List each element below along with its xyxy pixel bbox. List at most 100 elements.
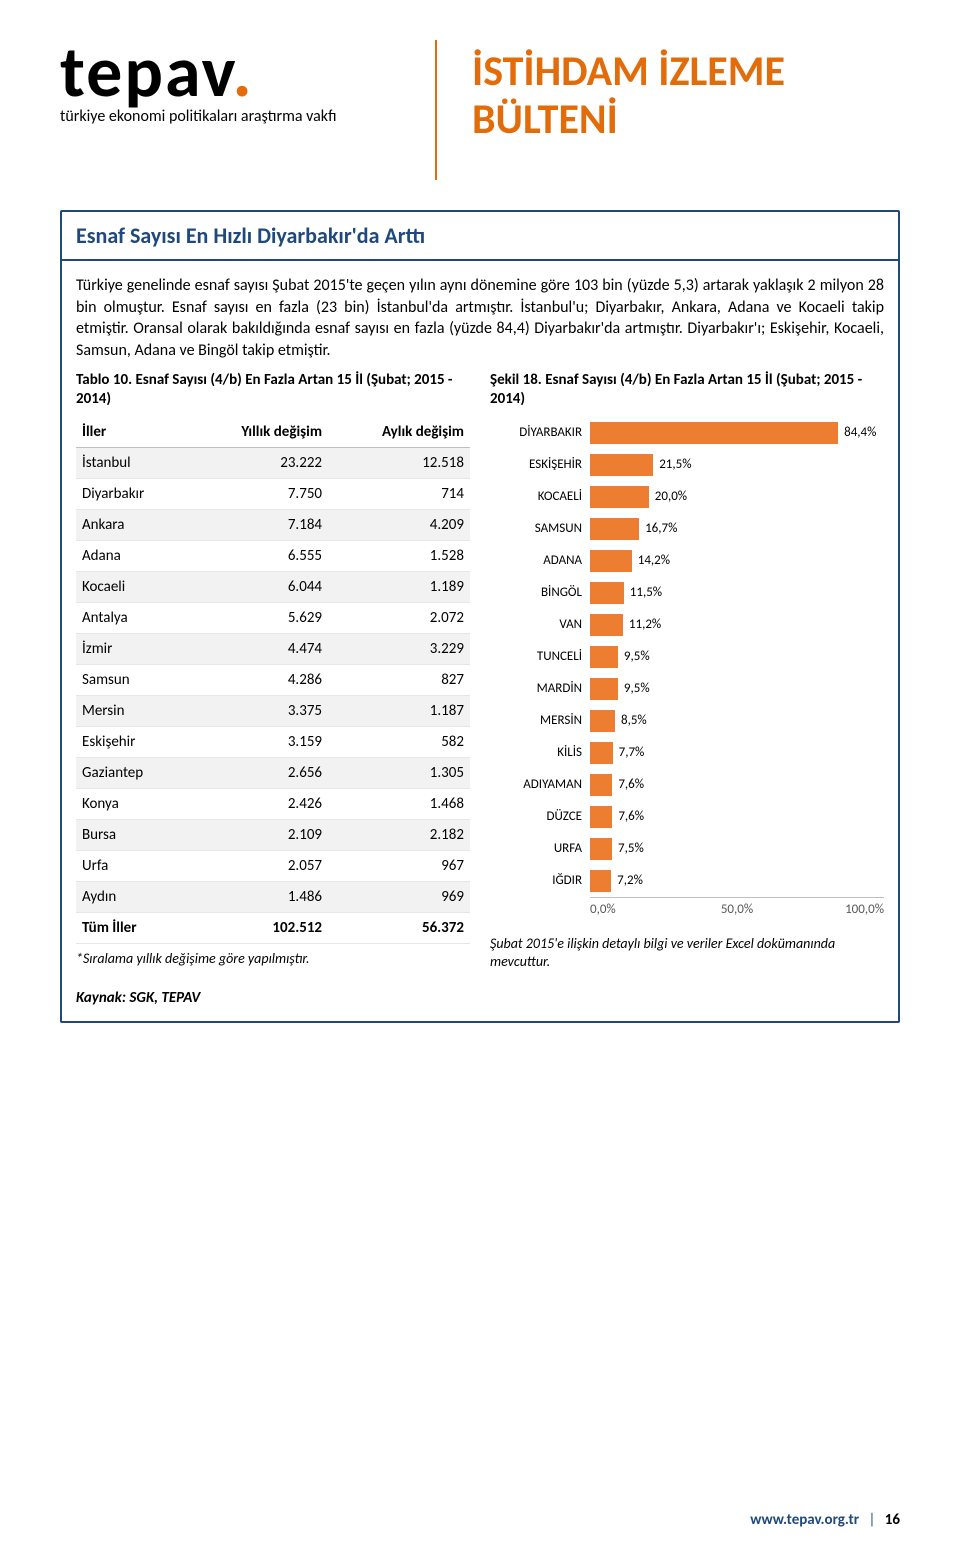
header-divider bbox=[435, 40, 437, 180]
bar-track: 11,5% bbox=[590, 582, 884, 604]
bar-row: TUNCELİ 9,5% bbox=[490, 641, 884, 673]
bar-row: DİYARBAKIR 84,4% bbox=[490, 417, 884, 449]
bar-fill bbox=[590, 422, 838, 444]
table-cell: 5.629 bbox=[188, 602, 328, 633]
table-cell: 1.187 bbox=[328, 695, 470, 726]
bar-fill bbox=[590, 774, 612, 796]
section-title: Esnaf Sayısı En Hızlı Diyarbakır'da Artt… bbox=[62, 212, 898, 261]
chart-note: Şubat 2015'e ilişkin detaylı bilgi ve ve… bbox=[490, 935, 884, 971]
bar-row: URFA 7,5% bbox=[490, 833, 884, 865]
bar-track: 7,2% bbox=[590, 870, 884, 892]
bar-track: 7,5% bbox=[590, 838, 884, 860]
table-cell: Adana bbox=[76, 540, 188, 571]
bar-value: 9,5% bbox=[618, 646, 650, 668]
bar-fill bbox=[590, 518, 639, 540]
table-row: Mersin3.3751.187 bbox=[76, 695, 470, 726]
header-title-line1: İSTİHDAM İZLEME bbox=[472, 48, 785, 96]
bar-label: DİYARBAKIR bbox=[490, 425, 590, 440]
bar-label: KOCAELİ bbox=[490, 489, 590, 504]
table-cell: 1.305 bbox=[328, 757, 470, 788]
page: tepav. türkiye ekonomi politikaları araş… bbox=[0, 0, 960, 1549]
table-cell: 3.229 bbox=[328, 633, 470, 664]
bar-label: DÜZCE bbox=[490, 809, 590, 824]
bar-row: IĞDIR7,2% bbox=[490, 865, 884, 897]
bar-row: ESKİŞEHİR21,5% bbox=[490, 449, 884, 481]
table-cell: 714 bbox=[328, 478, 470, 509]
bar-row: DÜZCE 7,6% bbox=[490, 801, 884, 833]
footer-url: www.tepav.org.tr bbox=[750, 1511, 859, 1529]
bar-fill bbox=[590, 582, 624, 604]
bar-value: 20,0% bbox=[649, 486, 687, 508]
bar-track: 7,6% bbox=[590, 774, 884, 796]
bar-row: MERSİN8,5% bbox=[490, 705, 884, 737]
logo-text-part: tepav bbox=[60, 28, 232, 116]
bar-label: KİLİS bbox=[490, 745, 590, 760]
header-title-line2: BÜLTENİ bbox=[472, 96, 785, 144]
bar-fill bbox=[590, 838, 612, 860]
axis-tick: 50,0% bbox=[688, 902, 786, 917]
bar-label: BİNGÖL bbox=[490, 585, 590, 600]
data-table: İller Yıllık değişim Aylık değişim İstan… bbox=[76, 417, 470, 944]
table-col-header: Yıllık değişim bbox=[188, 417, 328, 448]
bar-row: MARDİN9,5% bbox=[490, 673, 884, 705]
bar-fill bbox=[590, 646, 618, 668]
bar-value: 84,4% bbox=[838, 422, 876, 444]
table-cell: Aydın bbox=[76, 881, 188, 912]
table-source: Kaynak: SGK, TEPAV bbox=[76, 989, 470, 1007]
bar-row: BİNGÖL11,5% bbox=[490, 577, 884, 609]
table-row: Eskişehir3.159582 bbox=[76, 726, 470, 757]
bar-fill bbox=[590, 710, 615, 732]
table-row: Diyarbakır7.750714 bbox=[76, 478, 470, 509]
axis-tick: 0,0% bbox=[590, 902, 688, 917]
column-right: Şekil 18. Esnaf Sayısı (4/b) En Fazla Ar… bbox=[490, 371, 884, 1007]
bar-row: ADIYAMAN7,6% bbox=[490, 769, 884, 801]
bar-track: 16,7% bbox=[590, 518, 884, 540]
content-box: Esnaf Sayısı En Hızlı Diyarbakır'da Artt… bbox=[60, 210, 900, 1023]
bar-value: 7,5% bbox=[612, 838, 644, 860]
table-row: Aydın1.486969 bbox=[76, 881, 470, 912]
table-cell: 2.057 bbox=[188, 850, 328, 881]
bar-fill bbox=[590, 678, 618, 700]
bar-label: ADANA bbox=[490, 553, 590, 568]
table-cell: Tüm İller bbox=[76, 912, 188, 943]
table-cell: 23.222 bbox=[188, 447, 328, 478]
bar-fill bbox=[590, 454, 653, 476]
footer-page-number: 16 bbox=[885, 1511, 900, 1529]
table-header-row: İller Yıllık değişim Aylık değişim bbox=[76, 417, 470, 448]
bar-label: TUNCELİ bbox=[490, 649, 590, 664]
table-row: Samsun4.286827 bbox=[76, 664, 470, 695]
table-cell: 7.750 bbox=[188, 478, 328, 509]
table-cell: Gaziantep bbox=[76, 757, 188, 788]
table-cell: Bursa bbox=[76, 819, 188, 850]
chart-x-axis: 0,0% 50,0% 100,0% bbox=[590, 897, 884, 917]
table-cell: 969 bbox=[328, 881, 470, 912]
table-cell: İstanbul bbox=[76, 447, 188, 478]
bar-row: ADANA 14,2% bbox=[490, 545, 884, 577]
two-column-layout: Tablo 10. Esnaf Sayısı (4/b) En Fazla Ar… bbox=[62, 371, 898, 1021]
logo-block: tepav. türkiye ekonomi politikaları araş… bbox=[60, 40, 400, 126]
table-cell: 4.474 bbox=[188, 633, 328, 664]
table-footnote: *Sıralama yıllık değişime göre yapılmışt… bbox=[76, 950, 470, 967]
logo-subtitle: türkiye ekonomi politikaları araştırma v… bbox=[60, 107, 400, 126]
table-cell: 1.468 bbox=[328, 788, 470, 819]
table-cell: 3.375 bbox=[188, 695, 328, 726]
table-cell: 6.555 bbox=[188, 540, 328, 571]
logo-dot-icon: . bbox=[232, 28, 253, 116]
bar-track: 9,5% bbox=[590, 646, 884, 668]
table-cell: 6.044 bbox=[188, 571, 328, 602]
bar-value: 7,6% bbox=[612, 806, 644, 828]
table-row: Adana6.5551.528 bbox=[76, 540, 470, 571]
bar-value: 14,2% bbox=[632, 550, 670, 572]
table-cell: 4.286 bbox=[188, 664, 328, 695]
bar-fill bbox=[590, 806, 612, 828]
bar-fill bbox=[590, 742, 613, 764]
table-row: Gaziantep2.6561.305 bbox=[76, 757, 470, 788]
table-cell: Kocaeli bbox=[76, 571, 188, 602]
table-cell: 2.072 bbox=[328, 602, 470, 633]
bar-label: URFA bbox=[490, 841, 590, 856]
table-cell: 827 bbox=[328, 664, 470, 695]
table-cell: 7.184 bbox=[188, 509, 328, 540]
section-body: Türkiye genelinde esnaf sayısı Şubat 201… bbox=[62, 261, 898, 371]
table-cell: 1.189 bbox=[328, 571, 470, 602]
table-cell: 2.182 bbox=[328, 819, 470, 850]
